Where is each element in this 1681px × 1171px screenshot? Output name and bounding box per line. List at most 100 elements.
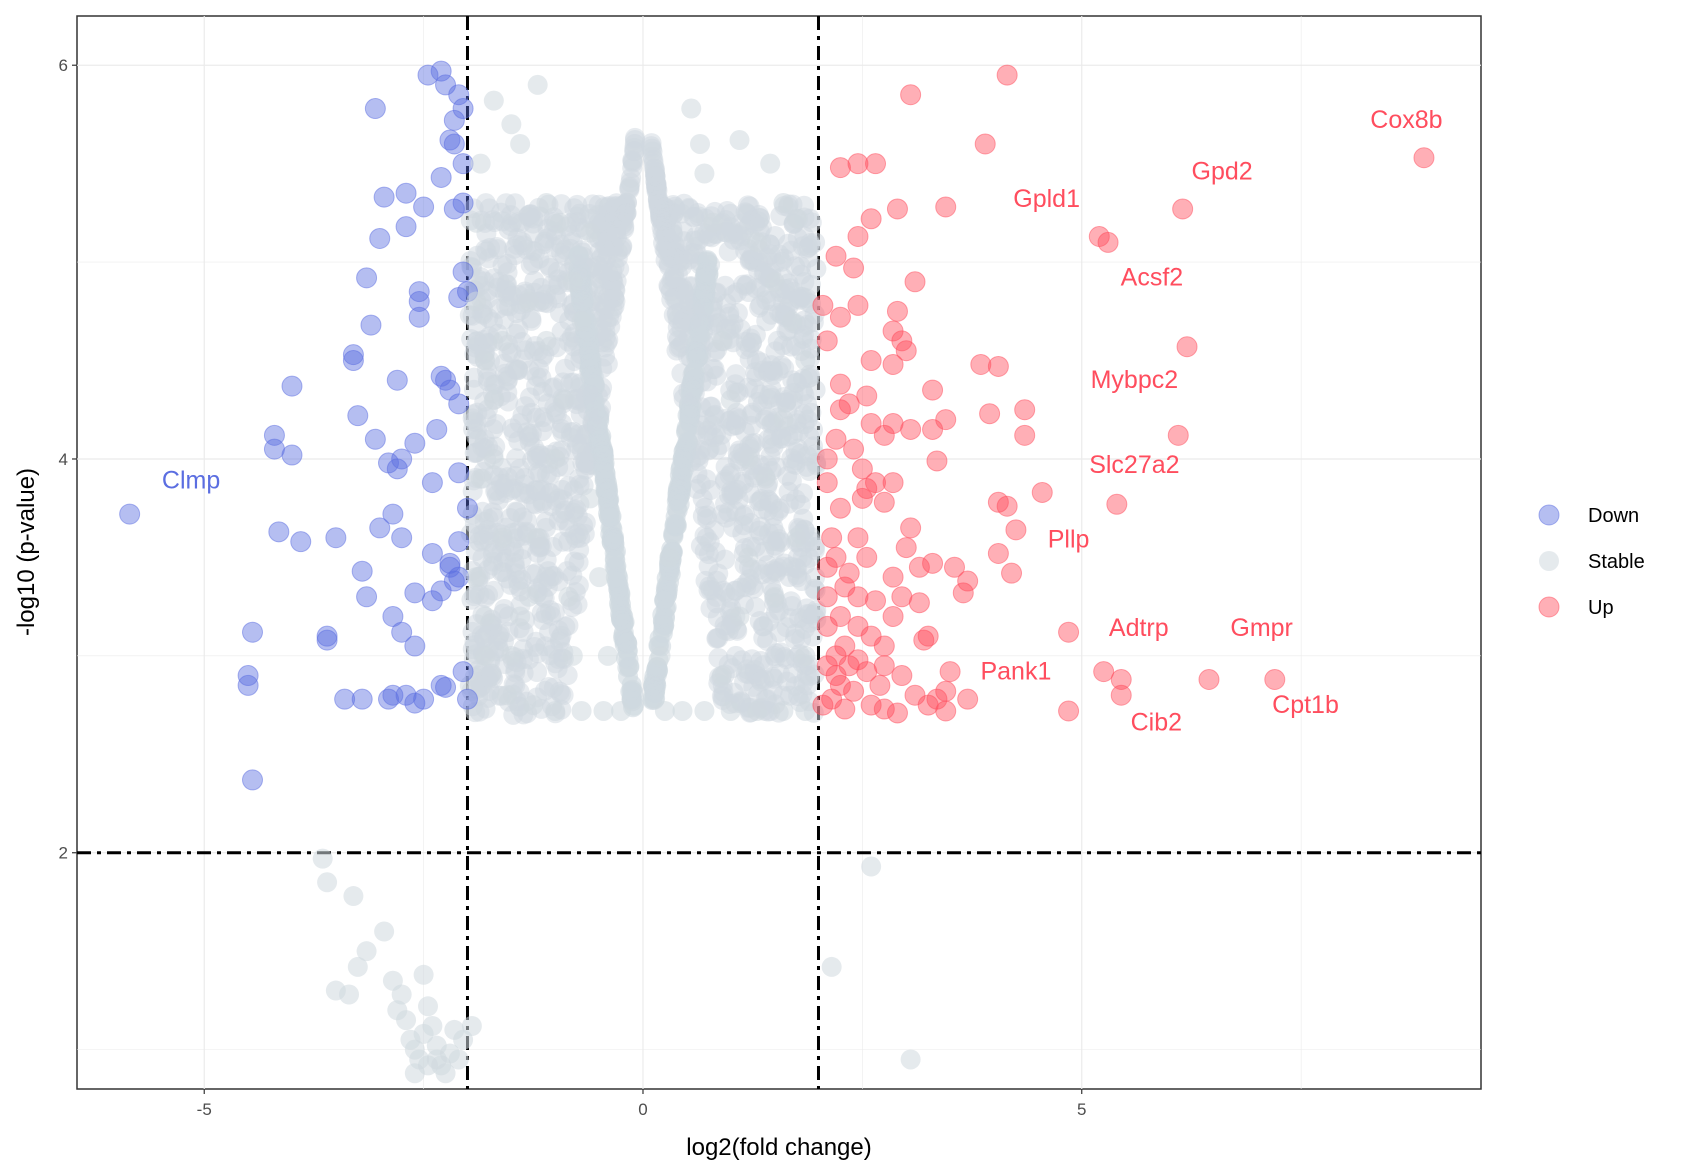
stable-point [767,330,788,351]
stable-point [747,232,768,253]
down-point [404,635,426,657]
up-point [1014,399,1036,421]
stable-point [797,675,818,696]
stable-point [799,426,820,447]
stable-point [518,586,539,607]
stable-point [496,193,517,214]
stable-point [418,996,438,1017]
stable-point [729,130,750,151]
gene-label: Gpld1 [1013,185,1080,213]
down-point [342,344,364,366]
stable-point [580,488,601,509]
up-point [851,458,873,480]
down-point [395,684,417,706]
stable-point [619,178,640,199]
up-point [856,546,878,568]
gene-label: Slc27a2 [1089,451,1179,479]
down-point [448,531,470,553]
stable-point [492,527,513,548]
up-point [891,330,913,352]
down-point [430,166,452,188]
stable-point [462,404,483,425]
up-point [873,491,895,513]
legend-key-down [1538,504,1560,526]
up-point [1005,519,1027,541]
stable-point [704,520,725,541]
stable-point [466,315,487,336]
stable-point [528,443,549,464]
down-point [435,676,457,698]
up-point [838,393,860,415]
up-point [891,665,913,687]
threshold-lines [77,16,1481,1089]
stable-point [512,232,533,253]
stable-point [790,286,811,307]
up-point [891,586,913,608]
stable-point [695,267,716,288]
up-point [882,472,904,494]
stable-point [512,405,533,426]
stable-point [700,579,721,600]
up-point [865,590,887,612]
stable-point [795,700,816,721]
stable-point [654,589,675,610]
stable-point [684,368,705,389]
stable-point [535,603,556,624]
down-point [395,216,417,238]
stable-point [507,570,528,591]
up-point [913,629,935,651]
stable-point [733,515,754,536]
stable-point [797,445,818,466]
stable-point [597,645,618,666]
stable-point [750,352,771,373]
up-point [816,472,838,494]
stable-point [758,388,779,409]
stable-point [391,984,412,1005]
stable-point [805,232,826,253]
up-point [1097,231,1119,253]
stable-point [536,464,557,485]
stable-point [475,239,496,260]
up-point [856,385,878,407]
up-point [987,355,1009,377]
stable-point [484,212,505,233]
stable-point [537,228,558,249]
stable-point [568,245,589,266]
down-point [351,688,373,710]
stable-point [510,482,531,503]
up-point [922,552,944,574]
stable-point [602,299,623,320]
up-point [957,570,979,592]
up-point [1264,668,1286,690]
up-point [882,353,904,375]
up-point [869,674,891,696]
up-point [882,566,904,588]
stable-point [720,389,741,410]
up-point [900,84,922,106]
down-point [369,227,391,249]
stable-point [475,606,496,627]
up-point [825,428,847,450]
stable-point [469,531,490,552]
up-point [860,694,882,716]
up-point [935,700,957,722]
stable-point [562,271,583,292]
stable-point [760,153,781,174]
down-point [439,556,461,578]
stable-point [750,516,771,537]
up-point [873,698,895,720]
stable-point [475,193,496,214]
stable-point [470,468,491,489]
gene-label: Pllp [1048,526,1090,554]
y-tick-label: 6 [59,56,68,75]
stable-point [545,653,566,674]
up-point [812,294,834,316]
stable-point [796,598,817,619]
stable-point [552,422,573,443]
stable-point [762,365,783,386]
stable-point [700,479,721,500]
gene-label: Pank1 [980,657,1051,685]
stable-point [549,681,570,702]
up-point [935,409,957,431]
